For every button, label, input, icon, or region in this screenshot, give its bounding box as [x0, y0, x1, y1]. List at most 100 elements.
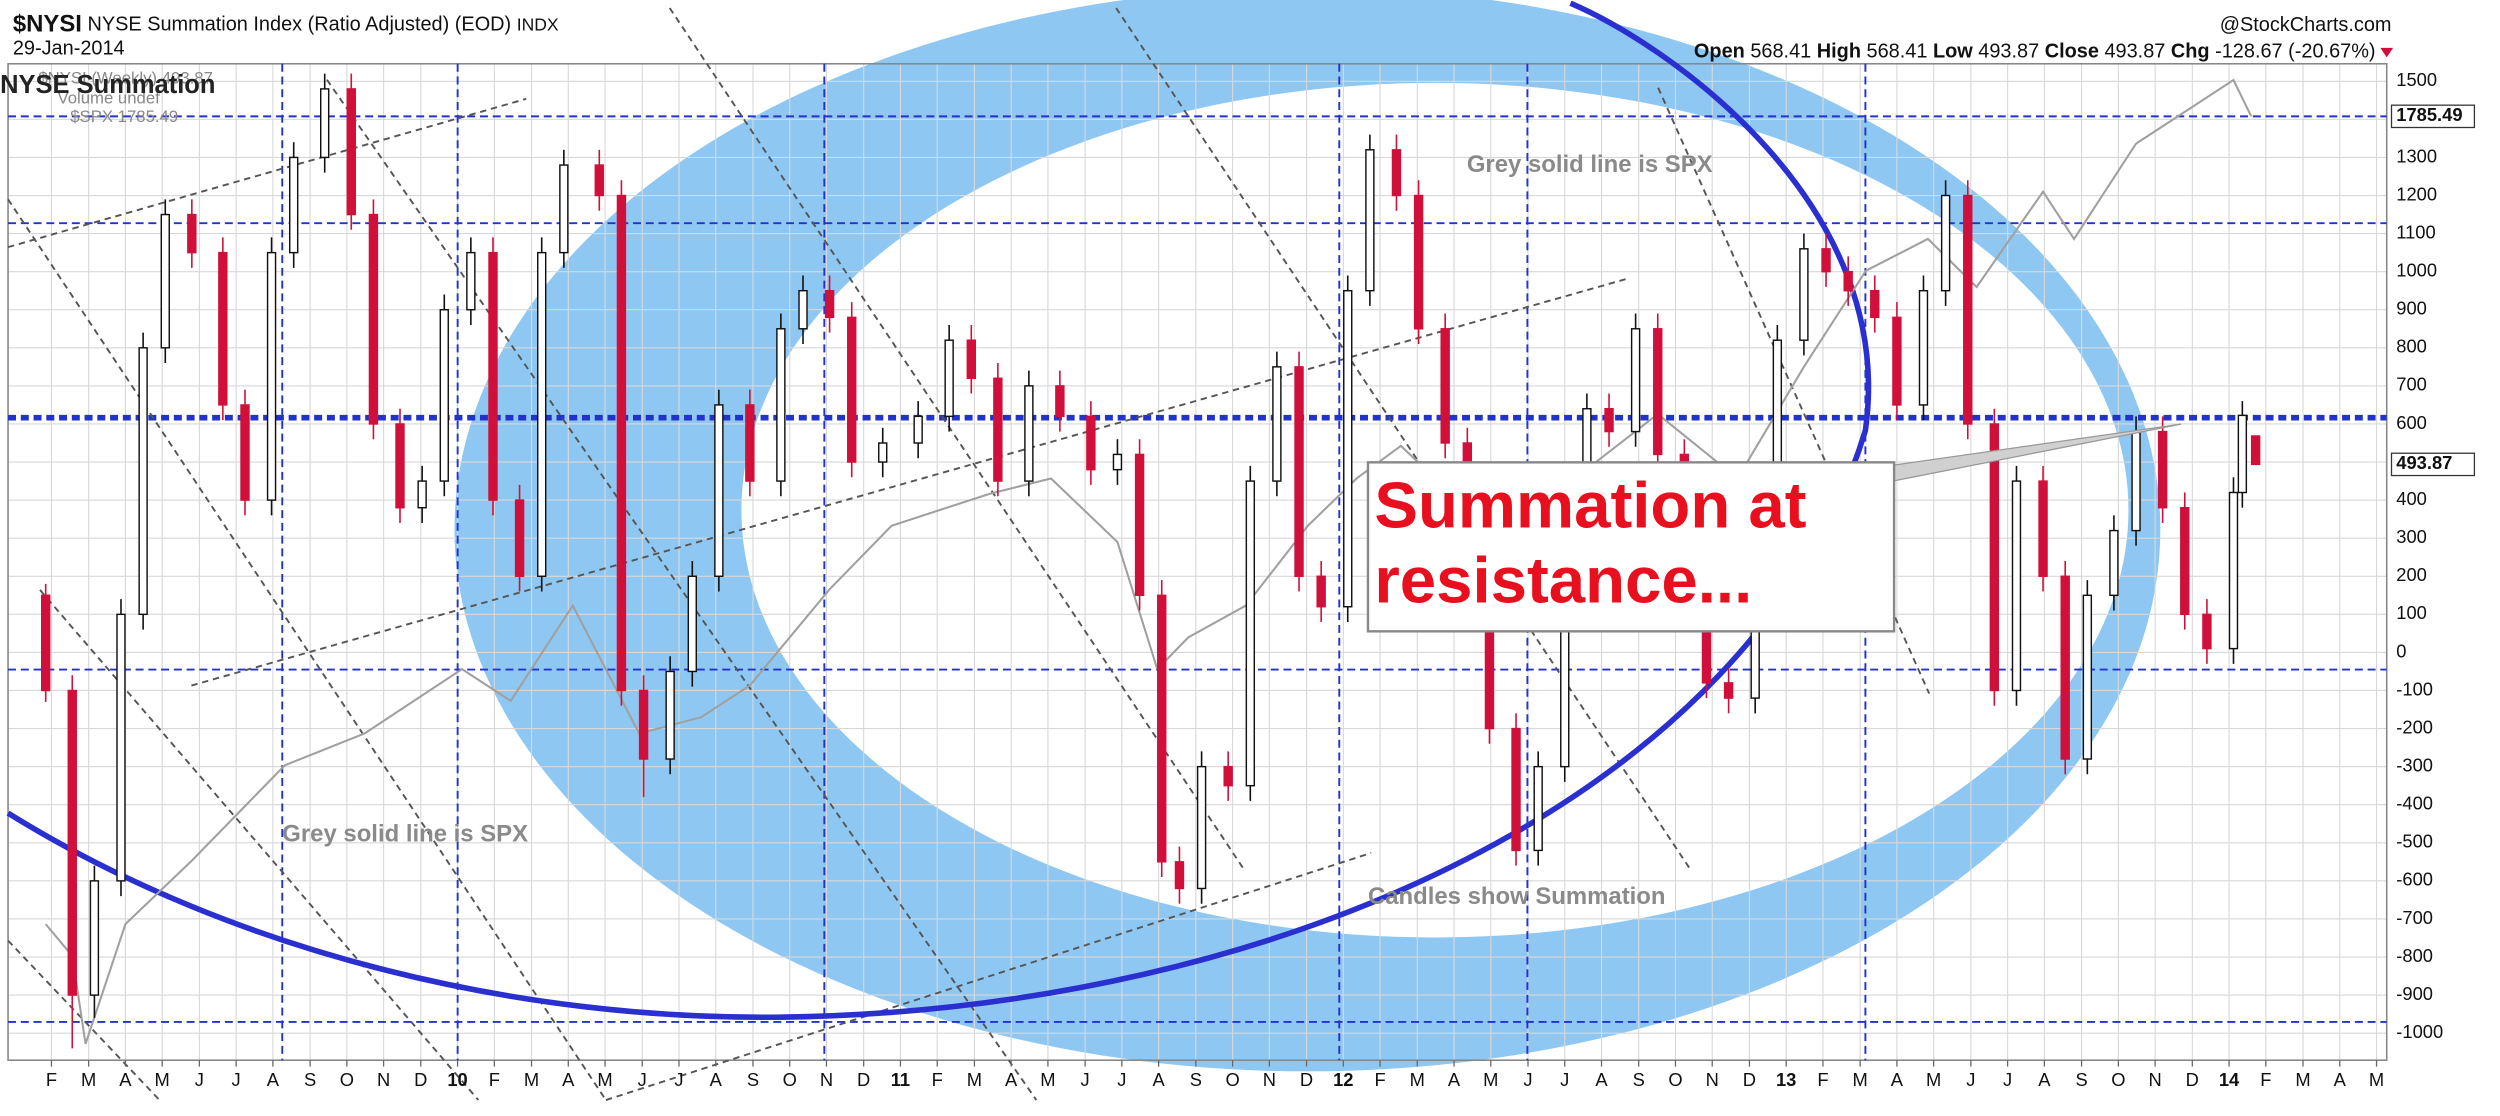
legend-entry: Volume undef — [57, 88, 160, 107]
candle-body — [878, 442, 888, 463]
legend-name: $NYSI (Weekly) — [38, 69, 157, 88]
candle-body — [368, 213, 379, 425]
exchange: INDX — [517, 14, 559, 34]
x-tick-label: 13 — [1776, 1069, 1796, 1090]
y-tick-label: -600 — [2396, 869, 2433, 890]
x-tick-label: M — [1853, 1069, 1868, 1090]
trend-line — [39, 589, 480, 1101]
candle-body — [1963, 194, 1973, 425]
x-tick-label: F — [2260, 1069, 2271, 1090]
candle-body — [559, 164, 569, 254]
candle-body — [1245, 480, 1256, 787]
x-tick-label: D — [414, 1069, 427, 1090]
change-arrow — [2380, 47, 2394, 58]
candle-body — [776, 328, 786, 482]
y-tick-label: -100 — [2396, 678, 2433, 699]
x-tick-label: F — [489, 1069, 500, 1090]
candle-body — [966, 339, 977, 379]
x-tick-label: J — [674, 1069, 683, 1090]
annotation: Grey solid line is SPX — [282, 821, 528, 848]
x-tick-label: J — [1966, 1069, 1975, 1090]
candle-body — [1391, 149, 1402, 197]
candle-body — [1365, 149, 1375, 292]
candle-body — [1316, 575, 1326, 608]
x-tick-label: A — [1595, 1069, 1608, 1090]
candle-body — [1799, 248, 1809, 341]
candle-body — [594, 164, 604, 197]
y-tick-label: -900 — [2396, 983, 2433, 1004]
ohlc: Open 568.41 High 568.41 Low 493.87 Close… — [1694, 41, 2376, 63]
candle-body — [1989, 423, 2000, 692]
candle-body — [1940, 194, 1951, 292]
candle-body — [439, 309, 449, 482]
x-tick-label: A — [267, 1069, 280, 1090]
x-tick-label: D — [2186, 1069, 2199, 1090]
x-tick-label: J — [2003, 1069, 2012, 1090]
candle-body — [1918, 289, 1929, 406]
x-tick-label: O — [783, 1069, 797, 1090]
x-tick-label: A — [1153, 1069, 1166, 1090]
last-value-label: 1785.49 — [2396, 104, 2462, 125]
candle-body — [2157, 430, 2168, 509]
x-tick-label: S — [1190, 1069, 1202, 1090]
candle-body — [67, 689, 77, 996]
candle-body — [537, 251, 547, 577]
candle-body — [2237, 414, 2248, 494]
candle-body — [665, 670, 675, 760]
y-tick-label: -500 — [2396, 831, 2433, 852]
candle-body — [1272, 366, 1282, 482]
candle-body — [138, 347, 148, 616]
source: @StockCharts.com — [2220, 14, 2392, 36]
candle-body — [1511, 727, 1521, 852]
candle-body — [824, 289, 835, 319]
ohlc-value: 568.41 — [1750, 41, 1811, 63]
candle-body — [1772, 339, 1783, 482]
x-tick-label: M — [524, 1069, 539, 1090]
x-tick-label: A — [710, 1069, 723, 1090]
y-tick-label: -700 — [2396, 907, 2433, 928]
x-tick-label: N — [2148, 1069, 2161, 1090]
callout-box — [1366, 461, 1896, 633]
candle-body — [798, 289, 808, 330]
x-tick-label: M — [2369, 1069, 2384, 1090]
x-tick-label: A — [2334, 1069, 2347, 1090]
trend-line — [7, 97, 527, 249]
x-tick-label: M — [155, 1069, 170, 1090]
x-tick-label: J — [1560, 1069, 1569, 1090]
candle-body — [993, 377, 1003, 482]
candle-body — [514, 499, 525, 577]
y-tick-label: 700 — [2396, 374, 2427, 395]
symbol: $NYSI — [13, 11, 82, 38]
x-tick-label: D — [1743, 1069, 1756, 1090]
candle-body — [687, 575, 697, 673]
y-tick-label: 1100 — [2396, 221, 2435, 242]
y-tick-label: 1200 — [2396, 183, 2437, 204]
candle-body — [2011, 480, 2022, 692]
ohlc-label: Close — [2045, 41, 2099, 63]
trend-line — [1115, 7, 1691, 870]
candle-body — [40, 594, 51, 692]
candle-body — [1843, 270, 1853, 292]
y-tick-label: 800 — [2396, 336, 2427, 357]
candle-body — [1533, 765, 1543, 852]
last-value-box — [2390, 452, 2476, 477]
y-tick-label: 0 — [2396, 640, 2406, 661]
candle-body — [240, 404, 250, 501]
x-tick-label: M — [81, 1069, 96, 1090]
trend-line — [7, 939, 161, 1101]
candle-body — [1112, 453, 1123, 471]
x-tick-label: J — [1081, 1069, 1090, 1090]
header: $NYSI NYSE Summation Index (Ratio Adjust… — [13, 11, 559, 38]
candle-body — [1653, 328, 1663, 456]
x-tick-label: S — [2075, 1069, 2087, 1090]
candle-body — [1174, 861, 1185, 890]
candle-body — [1134, 453, 1145, 597]
x-tick-label: M — [597, 1069, 612, 1090]
y-tick-label: -300 — [2396, 754, 2433, 775]
callout-text: Summation at resistance... — [1374, 468, 1807, 617]
candle-body — [1630, 328, 1641, 433]
x-tick-label: J — [1117, 1069, 1126, 1090]
candle-body — [1604, 408, 1614, 433]
